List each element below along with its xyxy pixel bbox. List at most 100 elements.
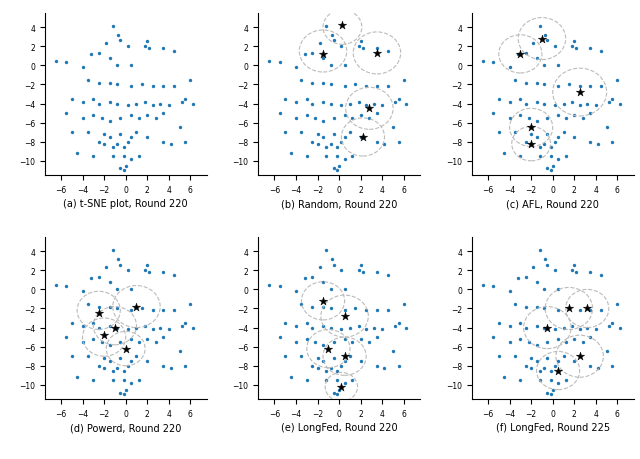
Point (553, 358, 563, 365)
Point (558, 101, 568, 108)
Point (104, 358, 115, 365)
Point (596, 84, 606, 91)
Point (361, 326, 371, 333)
Point (586, 269, 596, 276)
Point (534, 23, 545, 31)
Point (545, 144, 556, 151)
Point (542, 338, 552, 346)
Point (115, 261, 125, 269)
Point (542, 324, 552, 331)
Point (531, 80, 541, 87)
Point (358, 269, 368, 276)
Point (329, 355, 339, 362)
Point (169, 307, 179, 314)
Point (120, 386, 131, 393)
Point (126, 336, 136, 343)
Point (553, 134, 563, 141)
Point (390, 99, 401, 106)
Point (169, 272, 179, 279)
Point (526, 131, 536, 139)
Point (315, 40, 325, 48)
Point (151, 115, 161, 122)
Point (504, 99, 515, 106)
Point (112, 62, 122, 70)
Point (134, 153, 144, 160)
Point (99, 332, 109, 339)
Point (115, 338, 125, 346)
Point (104, 99, 115, 106)
Point (188, 324, 198, 331)
Point (301, 96, 312, 103)
Point (534, 376, 545, 384)
Point (83, 77, 93, 84)
Point (575, 84, 585, 91)
Point (147, 326, 157, 333)
Point (158, 362, 168, 369)
Point (123, 139, 133, 146)
Point (326, 101, 336, 108)
Point (326, 364, 336, 371)
Point (329, 165, 339, 173)
Point (318, 297, 328, 305)
Point (539, 82, 549, 89)
Point (521, 139, 531, 146)
Point (504, 115, 515, 122)
Point (358, 45, 368, 53)
Point (307, 303, 317, 311)
Point (108, 247, 118, 254)
Point (521, 362, 531, 369)
Point (291, 288, 301, 295)
Point (614, 324, 625, 331)
Point (531, 134, 541, 141)
Point (112, 364, 122, 371)
Point (339, 358, 349, 365)
Point (593, 140, 603, 148)
Point (539, 286, 549, 293)
Point (539, 305, 549, 313)
Point (301, 336, 312, 343)
Point (521, 101, 531, 108)
Point (521, 324, 531, 331)
Point (291, 338, 301, 346)
Point (140, 44, 150, 51)
Point (542, 131, 552, 139)
Point (614, 101, 625, 108)
Point (142, 39, 152, 46)
Point (582, 101, 593, 108)
Point (104, 118, 115, 125)
Point (336, 383, 346, 391)
Point (147, 102, 157, 110)
Point (339, 84, 349, 91)
Point (140, 267, 150, 274)
Point (291, 99, 301, 106)
Point (326, 286, 336, 293)
Point (569, 112, 579, 119)
Point (155, 101, 165, 108)
Point (542, 389, 552, 396)
Point (537, 36, 547, 43)
Point (504, 288, 515, 295)
Point (553, 112, 563, 119)
Point (134, 115, 144, 122)
Point (326, 305, 336, 313)
Point (318, 55, 328, 62)
Point (567, 99, 577, 106)
Point (350, 305, 360, 313)
X-axis label: (b) Random, Round 220: (b) Random, Round 220 (281, 199, 397, 208)
Point (513, 51, 524, 58)
Point (158, 269, 168, 276)
Point (504, 338, 515, 346)
Point (607, 139, 617, 146)
Point (553, 336, 563, 343)
Point (104, 303, 115, 311)
Point (499, 150, 509, 157)
Point (394, 96, 404, 103)
Point (383, 48, 393, 56)
X-axis label: (c) AFL, Round 220: (c) AFL, Round 220 (506, 199, 599, 208)
Point (307, 80, 317, 87)
Point (339, 307, 349, 314)
Point (275, 334, 285, 341)
Point (604, 99, 614, 106)
Point (515, 112, 525, 119)
Point (339, 380, 349, 387)
